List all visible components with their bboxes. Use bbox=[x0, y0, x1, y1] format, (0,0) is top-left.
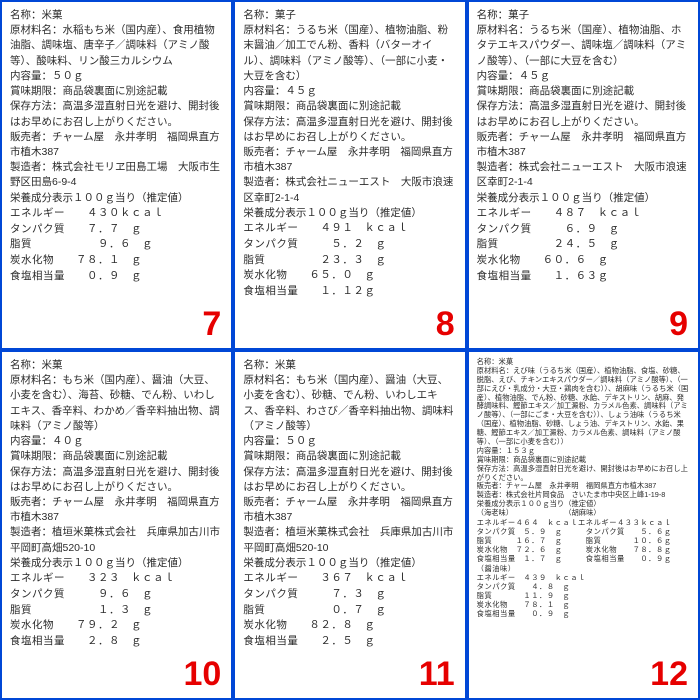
info-line: 賞味期限：商品袋裏面に別途記載 bbox=[243, 449, 456, 464]
nutrition-line: エネルギー４６４ ｋｃａｌエネルギー４３３ｋｃａｌ bbox=[477, 518, 690, 527]
info-line: 栄養成分表示１００ｇ当り（推定値） bbox=[10, 191, 223, 206]
nutrition-line: エネルギー ３６７ ｋｃａｌ bbox=[243, 571, 456, 587]
panel-number: 7 bbox=[202, 305, 221, 344]
nutrition-line: タンパク質 ５．９ ｇ タンパク質 ５．６ｇ bbox=[477, 527, 690, 536]
nutrition-line: 脂質 ０．７ ｇ bbox=[243, 603, 456, 619]
info-line: 保存方法：高温多湿直射日光を避け、開封後はお早めにお召し上がりください。 bbox=[243, 465, 456, 495]
info-line: 製造者：株式会社ニューエスト 大阪市浪速区幸町2-1-4 bbox=[477, 160, 690, 190]
nutrition-line: 炭水化物 ６０．６ ｇ bbox=[477, 253, 690, 269]
info-line: 名称：米菓 bbox=[243, 358, 456, 373]
label-panel: 名称：米菓原材料名：水稲もち米（国内産）、食用植物油脂、調味塩、唐辛子／調味料（… bbox=[0, 0, 233, 350]
nutrition-line: 炭水化物 ８２．８ ｇ bbox=[243, 618, 456, 634]
panel-number: 11 bbox=[419, 655, 455, 694]
nutrition-line: 脂質 ２４．５ ｇ bbox=[477, 237, 690, 253]
info-line: 名称：米菓 bbox=[10, 8, 223, 23]
nutrition-line: タンパク質 ４．８ ｇ bbox=[477, 582, 690, 591]
info-line: 保存方法：高温多湿直射日光を避け、開封後はお早めにお召し上がりください。 bbox=[10, 99, 223, 129]
info-line: 栄養成分表示１００ｇ当り（推定値） bbox=[243, 206, 456, 221]
nutrition-line: タンパク質 ７．３ ｇ bbox=[243, 587, 456, 603]
info-line: 栄養成分表示１００ｇ当り（推定値） bbox=[10, 556, 223, 571]
nutrition-line: 食塩相当量 １．７ ｇ 食塩相当量 ０．９ｇ bbox=[477, 554, 690, 563]
info-line: 保存方法：高温多湿直射日光を避け、開封後はお早めにお召し上がりください。 bbox=[477, 465, 690, 483]
info-line: 内容量：４５ｇ bbox=[243, 84, 456, 99]
label-panel: 名称：米菓原材料名：もち米（国内産）、醤油（大豆、小麦を含む）、砂糖、でん粉、い… bbox=[233, 350, 466, 700]
info-line: 保存方法：高温多湿直射日光を避け、開封後はお早めにお召し上がりください。 bbox=[477, 99, 690, 129]
nutrition-line: 脂質 １．３ ｇ bbox=[10, 603, 223, 619]
info-line: 内容量：５０ｇ bbox=[10, 69, 223, 84]
info-line: 製造者：植垣米菓株式会社 兵庫県加古川市平岡町高畑520-10 bbox=[243, 525, 456, 555]
nutrition-line: 脂質 １１．９ ｇ bbox=[477, 591, 690, 600]
label-panel: 名称：菓子原材料名：うるち米（国産）、植物油脂、粉末醤油／加工でん粉、香料（バタ… bbox=[233, 0, 466, 350]
nutrition-line: エネルギー ４８７ ｋｃａｌ bbox=[477, 206, 690, 222]
info-line: 原材料名：えび味（うるち米（国産）、植物油脂、食塩、砂糖、脱脂、えび、チキンエキ… bbox=[477, 367, 690, 447]
nutrition-line: 炭水化物 ７２．６ ｇ 炭水化物 ７８．８ｇ bbox=[477, 545, 690, 554]
nutrition-line: タンパク質 ６．９ ｇ bbox=[477, 222, 690, 238]
nutrition-line: エネルギー ４３０ｋｃａｌ bbox=[10, 206, 223, 222]
info-line: 名称：菓子 bbox=[243, 8, 456, 23]
nutrition-line: 脂質 ２３．３ ｇ bbox=[243, 253, 456, 269]
info-line: 原材料名：もち米（国内産）、醤油（大豆、小麦を含む）、砂糖、でん粉、いわしエキス… bbox=[243, 373, 456, 434]
info-line: 製造者：株式会社モリヱ田島工場 大阪市生野区田島6-9-4 bbox=[10, 160, 223, 190]
nutrition-line: エネルギー ３２３ ｋｃａｌ bbox=[10, 571, 223, 587]
info-line: 製造者：株式会社ニューエスト 大阪市浪速区幸町2-1-4 bbox=[243, 175, 456, 205]
nutrition-line: 食塩相当量 ２．５ ｇ bbox=[243, 634, 456, 650]
info-line: 製造者：植垣米菓株式会社 兵庫県加古川市平岡町高畑520-10 bbox=[10, 525, 223, 555]
info-line: 賞味期限：商品袋裏面に別途記載 bbox=[477, 84, 690, 99]
info-line: 内容量：４５ｇ bbox=[477, 69, 690, 84]
info-line: 栄養成分表示１００ｇ当り（推定値） bbox=[243, 556, 456, 571]
info-line: （海老味） （胡麻味） bbox=[477, 509, 690, 518]
nutrition-line: 脂質 １６．７ ｇ 脂質 １０．６ｇ bbox=[477, 536, 690, 545]
info-line: 販売者：チャーム屋 永井孝明 福岡県直方市植木387 bbox=[243, 495, 456, 525]
info-line: 内容量：５０ｇ bbox=[243, 434, 456, 449]
nutrition-line: エネルギー ４９１ ｋｃａｌ bbox=[243, 221, 456, 237]
info-line: 賞味期限：商品袋裏面に別途記載 bbox=[10, 84, 223, 99]
info-line: 原材料名：水稲もち米（国内産）、食用植物油脂、調味塩、唐辛子／調味料（アミノ酸等… bbox=[10, 23, 223, 69]
nutrition-line: （醤油味） bbox=[477, 564, 690, 573]
panel-number: 12 bbox=[650, 655, 688, 694]
nutrition-line: エネルギー ４３９ ｋｃａｌ bbox=[477, 573, 690, 582]
info-line: 賞味期限：商品袋裏面に別途記載 bbox=[10, 449, 223, 464]
label-panel: 名称：米菓原材料名：えび味（うるち米（国産）、植物油脂、食塩、砂糖、脱脂、えび、… bbox=[467, 350, 700, 700]
panel-number: 10 bbox=[184, 655, 222, 694]
nutrition-line: 食塩相当量 １．６３ｇ bbox=[477, 269, 690, 285]
nutrition-line: 食塩相当量 １．１２ｇ bbox=[243, 284, 456, 300]
nutrition-line: タンパク質 ９．６ ｇ bbox=[10, 587, 223, 603]
info-line: 名称：菓子 bbox=[477, 8, 690, 23]
nutrition-line: 炭水化物 ７８．１ ｇ bbox=[477, 600, 690, 609]
nutrition-line: タンパク質 ５．２ ｇ bbox=[243, 237, 456, 253]
info-line: 保存方法：高温多湿直射日光を避け、開封後はお早めにお召し上がりください。 bbox=[10, 465, 223, 495]
nutrition-line: 炭水化物 ７８．１ ｇ bbox=[10, 253, 223, 269]
nutrition-line: 炭水化物 ７９．２ ｇ bbox=[10, 618, 223, 634]
info-line: 原材料名：もち米（国内産）、醤油（大豆、小麦を含む）、海苔、砂糖、でん粉、いわし… bbox=[10, 373, 223, 434]
info-line: 内容量：４０ｇ bbox=[10, 434, 223, 449]
nutrition-line: 食塩相当量 ０．９ ｇ bbox=[477, 609, 690, 618]
nutrition-line: 食塩相当量 ２．８ ｇ bbox=[10, 634, 223, 650]
info-line: 販売者：チャーム屋 永井孝明 福岡県直方市植木387 bbox=[10, 495, 223, 525]
info-line: 栄養成分表示１００ｇ当り（推定値） bbox=[477, 191, 690, 206]
info-line: 販売者：チャーム屋 永井孝明 福岡県直方市植木387 bbox=[477, 130, 690, 160]
nutrition-line: タンパク質 ７．７ ｇ bbox=[10, 222, 223, 238]
panel-number: 9 bbox=[669, 305, 688, 344]
info-line: 販売者：チャーム屋 永井孝明 福岡県直方市植木387 bbox=[10, 130, 223, 160]
info-line: 保存方法：高温多湿直射日光を避け、開封後はお早めにお召し上がりください。 bbox=[243, 115, 456, 145]
nutrition-line: 食塩相当量 ０．９ ｇ bbox=[10, 269, 223, 285]
label-panel: 名称：菓子原材料名：うるち米（国産）、植物油脂、ホタテエキスパウダー、調味塩／調… bbox=[467, 0, 700, 350]
nutrition-line: 炭水化物 ６５．０ ｇ bbox=[243, 268, 456, 284]
panel-number: 8 bbox=[436, 305, 455, 344]
info-line: 販売者：チャーム屋 永井孝明 福岡県直方市植木387 bbox=[243, 145, 456, 175]
info-line: 原材料名：うるち米（国産）、植物油脂、ホタテエキスパウダー、調味塩／調味料（アミ… bbox=[477, 23, 690, 69]
info-line: 名称：米菓 bbox=[10, 358, 223, 373]
info-line: 原材料名：うるち米（国産）、植物油脂、粉末醤油／加工でん粉、香料（バターオイル）… bbox=[243, 23, 456, 84]
nutrition-line: 脂質 ９．６ ｇ bbox=[10, 237, 223, 253]
label-panel: 名称：米菓原材料名：もち米（国内産）、醤油（大豆、小麦を含む）、海苔、砂糖、でん… bbox=[0, 350, 233, 700]
info-line: 賞味期限：商品袋裏面に別途記載 bbox=[243, 99, 456, 114]
